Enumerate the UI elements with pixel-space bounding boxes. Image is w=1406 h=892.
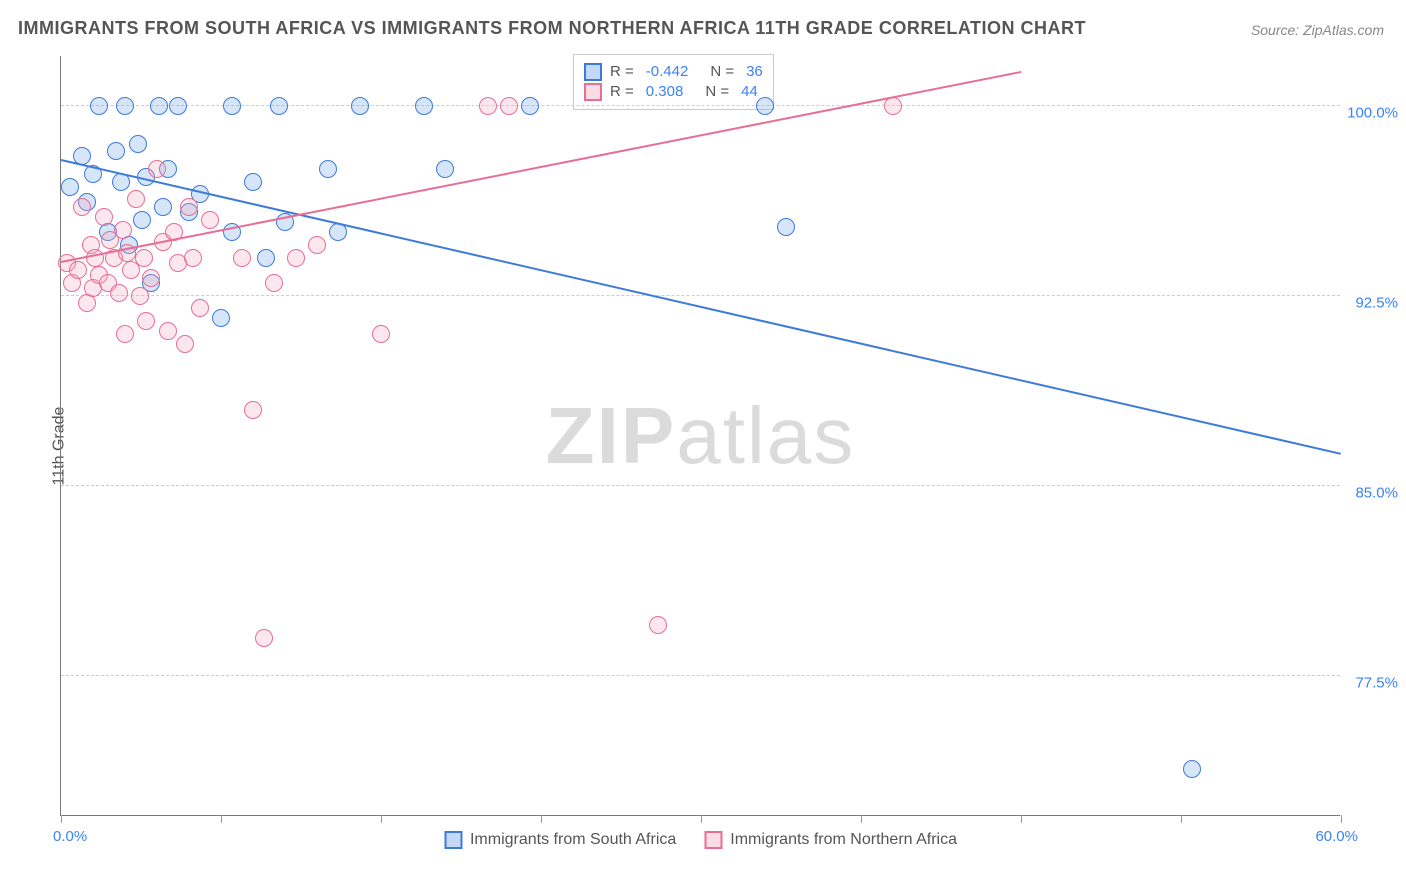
legend-swatch-icon: [584, 83, 602, 101]
scatter-point: [270, 97, 288, 115]
x-tick: [701, 815, 702, 823]
n-label: N =: [710, 63, 734, 80]
scatter-point: [127, 190, 145, 208]
scatter-point: [176, 335, 194, 353]
scatter-point: [649, 616, 667, 634]
x-axis-min-label: 0.0%: [53, 828, 87, 845]
y-tick-label: 92.5%: [1355, 294, 1398, 311]
scatter-point: [777, 218, 795, 236]
gridline: [61, 105, 1340, 106]
x-tick: [1021, 815, 1022, 823]
scatter-point: [107, 142, 125, 160]
x-tick: [61, 815, 62, 823]
r-value: 0.308: [646, 83, 684, 100]
scatter-point: [319, 160, 337, 178]
scatter-point: [351, 97, 369, 115]
scatter-point: [116, 325, 134, 343]
plot-area: ZIPatlas 0.0% 60.0% R =-0.442N =36R =0.3…: [60, 56, 1340, 816]
scatter-point: [201, 211, 219, 229]
scatter-point: [90, 97, 108, 115]
scatter-point: [154, 198, 172, 216]
legend-label: Immigrants from South Africa: [470, 831, 676, 849]
legend-swatch-icon: [704, 831, 722, 849]
y-tick-label: 85.0%: [1355, 484, 1398, 501]
scatter-point: [244, 401, 262, 419]
scatter-point: [1183, 760, 1201, 778]
scatter-point: [191, 299, 209, 317]
scatter-point: [372, 325, 390, 343]
scatter-point: [114, 221, 132, 239]
legend-label: Immigrants from Northern Africa: [730, 831, 957, 849]
scatter-point: [142, 269, 160, 287]
scatter-point: [415, 97, 433, 115]
x-tick: [861, 815, 862, 823]
scatter-point: [521, 97, 539, 115]
scatter-point: [184, 249, 202, 267]
legend-bottom: Immigrants from South Africa Immigrants …: [444, 831, 957, 849]
scatter-point: [150, 97, 168, 115]
scatter-point: [500, 97, 518, 115]
scatter-point: [110, 284, 128, 302]
scatter-point: [308, 236, 326, 254]
scatter-point: [137, 312, 155, 330]
chart-title: IMMIGRANTS FROM SOUTH AFRICA VS IMMIGRAN…: [18, 18, 1086, 39]
scatter-point: [244, 173, 262, 191]
scatter-point: [73, 198, 91, 216]
scatter-point: [255, 629, 273, 647]
legend-item-northern-africa: Immigrants from Northern Africa: [704, 831, 957, 849]
scatter-point: [159, 322, 177, 340]
scatter-point: [129, 135, 147, 153]
scatter-point: [135, 249, 153, 267]
scatter-point: [61, 178, 79, 196]
scatter-point: [133, 211, 151, 229]
watermark: ZIPatlas: [546, 390, 855, 482]
r-value: -0.442: [646, 63, 689, 80]
scatter-point: [148, 160, 166, 178]
legend-swatch-icon: [584, 63, 602, 81]
scatter-point: [265, 274, 283, 292]
scatter-point: [69, 261, 87, 279]
scatter-point: [287, 249, 305, 267]
x-axis-max-label: 60.0%: [1315, 828, 1358, 845]
scatter-point: [257, 249, 275, 267]
x-tick: [541, 815, 542, 823]
n-label: N =: [705, 83, 729, 100]
gridline: [61, 485, 1340, 486]
x-tick: [381, 815, 382, 823]
legend-stat-row: R = -0.442 N = 36: [584, 63, 763, 81]
scatter-point: [131, 287, 149, 305]
legend-item-south-africa: Immigrants from South Africa: [444, 831, 676, 849]
x-tick: [1181, 815, 1182, 823]
legend-stats-box: R = -0.442 N = 36 R = 0.308 N = 44: [573, 54, 774, 110]
r-label: R =: [610, 83, 634, 100]
source-attribution: Source: ZipAtlas.com: [1251, 22, 1384, 38]
r-label: R =: [610, 63, 634, 80]
n-value: 44: [741, 83, 758, 100]
scatter-point: [180, 198, 198, 216]
scatter-point: [233, 249, 251, 267]
scatter-point: [212, 309, 230, 327]
n-value: 36: [746, 63, 763, 80]
scatter-point: [116, 97, 134, 115]
trend-line: [61, 71, 1021, 263]
x-tick: [221, 815, 222, 823]
scatter-point: [436, 160, 454, 178]
scatter-point: [169, 97, 187, 115]
x-tick: [1341, 815, 1342, 823]
legend-swatch-icon: [444, 831, 462, 849]
scatter-point: [479, 97, 497, 115]
y-tick-label: 100.0%: [1347, 104, 1398, 121]
gridline: [61, 675, 1340, 676]
gridline: [61, 295, 1340, 296]
scatter-point: [223, 97, 241, 115]
scatter-point: [756, 97, 774, 115]
scatter-point: [86, 249, 104, 267]
legend-stat-row: R = 0.308 N = 44: [584, 83, 763, 101]
scatter-point: [95, 208, 113, 226]
y-tick-label: 77.5%: [1355, 674, 1398, 691]
